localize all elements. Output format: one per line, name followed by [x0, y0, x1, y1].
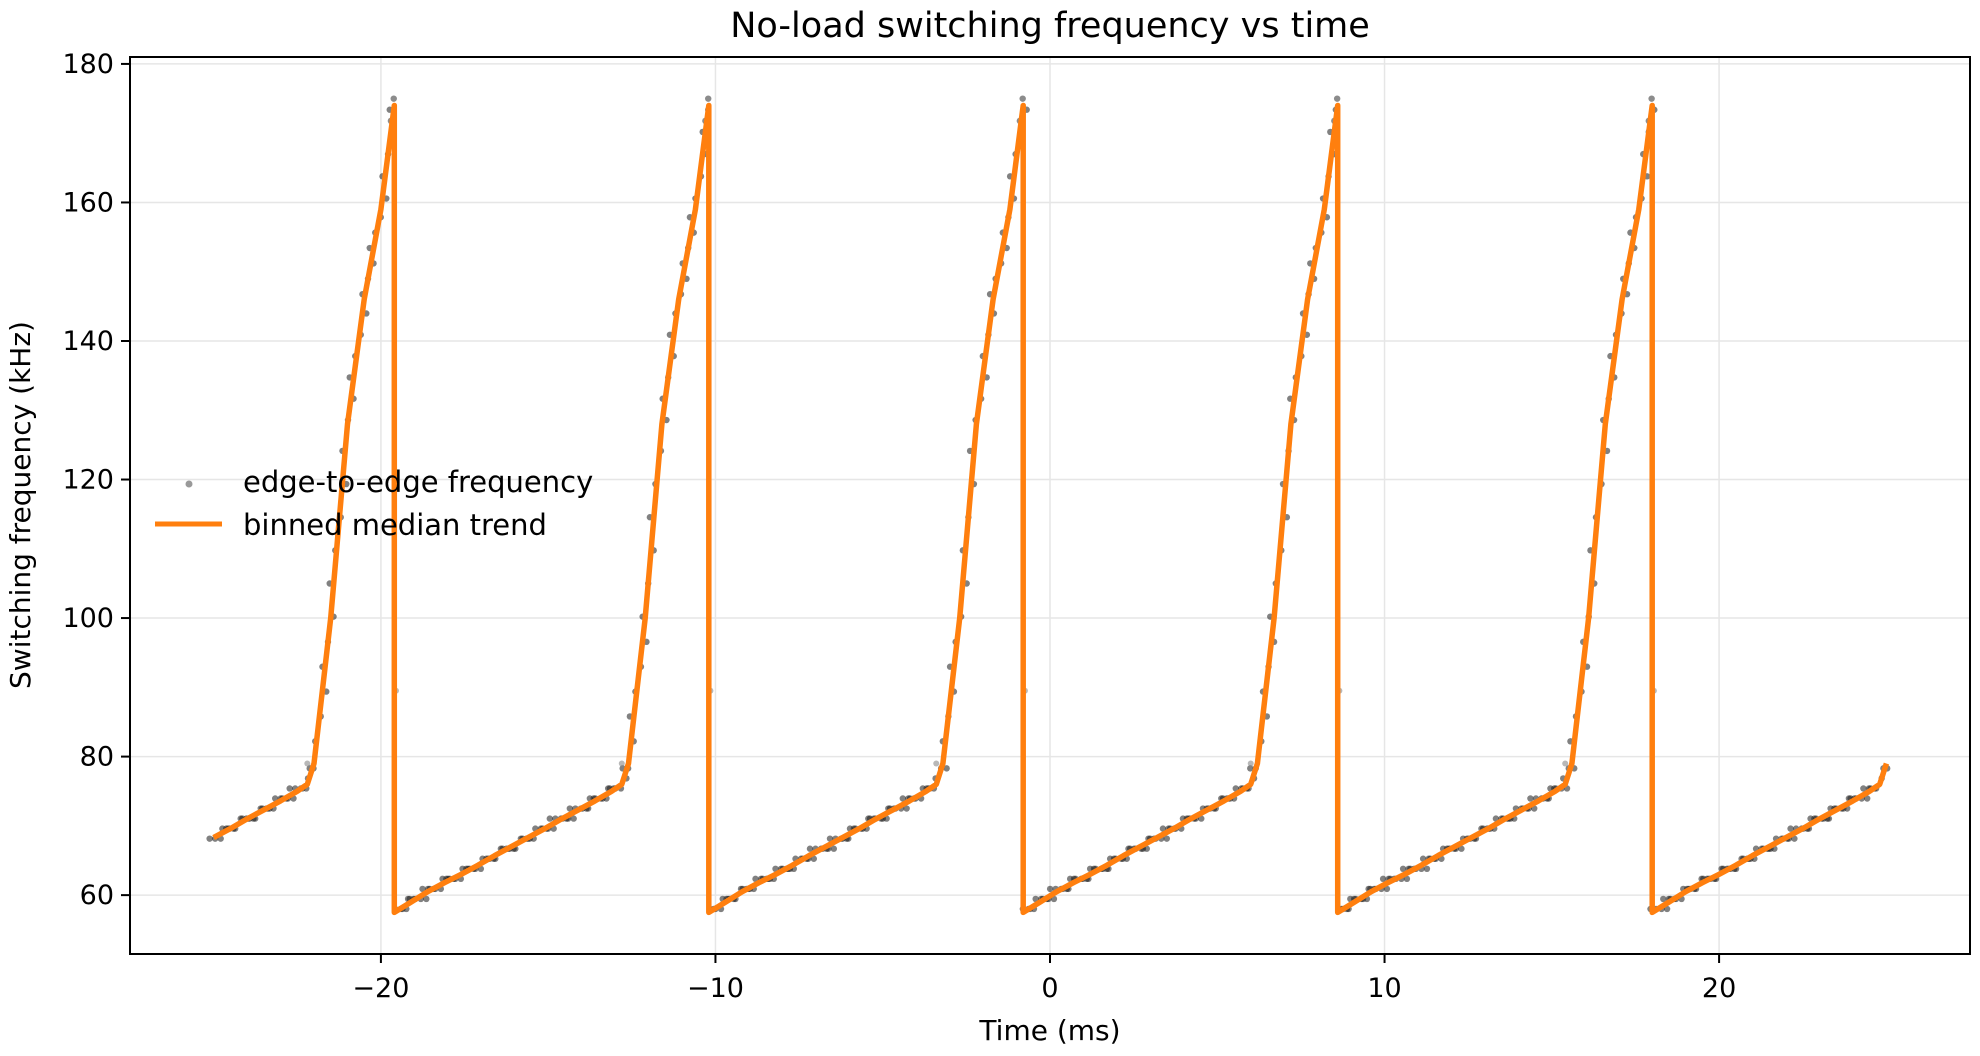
- data-point: [1333, 95, 1341, 102]
- data-point: [705, 95, 712, 102]
- data-point: [943, 765, 950, 772]
- legend-scatter-marker: [185, 480, 193, 488]
- y-tick-label: 80: [80, 742, 114, 773]
- data-point: [1379, 875, 1387, 883]
- data-point: [1423, 865, 1431, 873]
- outlier-point: [1562, 760, 1569, 767]
- data-point: [390, 95, 397, 102]
- data-point: [423, 895, 430, 903]
- data-point: [1032, 895, 1039, 903]
- data-point: [826, 835, 834, 842]
- axis-ticks: −20 −10 0 10 20 60 80 100 120 140 160 180: [62, 49, 1736, 1004]
- outlier-point: [1247, 760, 1254, 767]
- data-point: [772, 865, 779, 873]
- legend: edge-to-edge frequency binned median tre…: [155, 465, 593, 542]
- data-point: [546, 815, 554, 822]
- data-point: [903, 805, 910, 812]
- x-tick-label: 20: [1702, 973, 1736, 1004]
- data-point: [1399, 865, 1407, 873]
- y-tick-label: 120: [62, 465, 114, 496]
- y-tick-label: 140: [62, 326, 114, 357]
- data-point: [419, 885, 426, 893]
- data-point: [1383, 885, 1391, 893]
- trend-line: [212, 102, 1890, 916]
- data-point: [1159, 825, 1167, 832]
- data-point: [1648, 95, 1655, 102]
- grid: [130, 57, 1970, 954]
- data-point: [810, 855, 818, 862]
- x-tick-label: −10: [687, 973, 744, 1004]
- data-point: [1860, 785, 1867, 792]
- data-point: [1660, 895, 1667, 903]
- data-point: [752, 875, 759, 883]
- x-tick-label: 10: [1367, 973, 1401, 1004]
- data-point: [566, 805, 574, 812]
- data-point: [206, 835, 213, 842]
- legend-scatter-label: edge-to-edge frequency: [243, 465, 593, 499]
- data-point: [570, 815, 577, 822]
- y-tick-label: 180: [62, 49, 114, 80]
- chart-title: No-load switching frequency vs time: [730, 6, 1370, 46]
- y-axis-title: Switching frequency (kHz): [4, 321, 37, 689]
- data-point: [1403, 875, 1411, 883]
- trend-series: [212, 102, 1890, 916]
- data-point: [1791, 835, 1798, 842]
- y-tick-label: 100: [62, 603, 114, 634]
- data-point: [1527, 795, 1534, 802]
- data-point: [830, 845, 838, 852]
- data-point: [1787, 825, 1794, 832]
- data-point: [1019, 95, 1026, 102]
- data-point: [1066, 875, 1074, 883]
- y-tick-label: 60: [80, 880, 114, 911]
- outlier-point: [933, 760, 940, 767]
- x-axis-title: Time (ms): [978, 1014, 1120, 1047]
- legend-trend-label: binned median trend: [243, 508, 547, 542]
- data-point: [899, 795, 906, 802]
- data-point: [1046, 885, 1054, 893]
- data-point: [1458, 845, 1465, 852]
- data-point: [1163, 835, 1170, 842]
- x-tick-label: 0: [1041, 973, 1058, 1004]
- data-point: [286, 785, 293, 792]
- data-point: [1864, 795, 1871, 802]
- data-point: [1247, 765, 1254, 772]
- data-point: [806, 845, 814, 852]
- x-tick-label: −20: [352, 973, 409, 1004]
- outlier-point: [618, 760, 625, 767]
- outlier-point: [304, 760, 311, 767]
- y-tick-label: 160: [62, 187, 114, 218]
